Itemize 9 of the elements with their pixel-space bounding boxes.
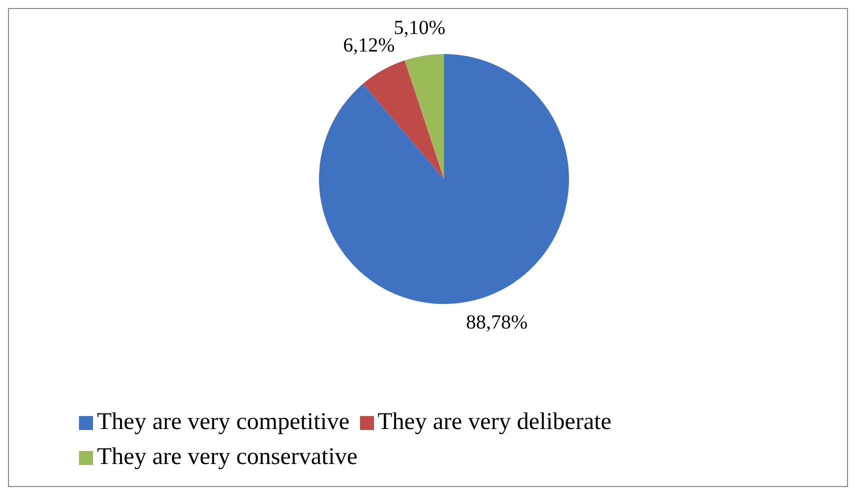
pie-slice [363,60,444,179]
data-label: 5,10% [394,16,446,39]
pie-slice [319,54,569,304]
legend-label: They are very deliberate [378,409,612,436]
legend-label: They are very competitive [97,409,350,436]
data-label: 6,12% [343,34,395,57]
data-label: 88,78% [466,312,528,334]
pie-slice [404,54,444,179]
legend-label: They are very conservative [97,444,358,471]
